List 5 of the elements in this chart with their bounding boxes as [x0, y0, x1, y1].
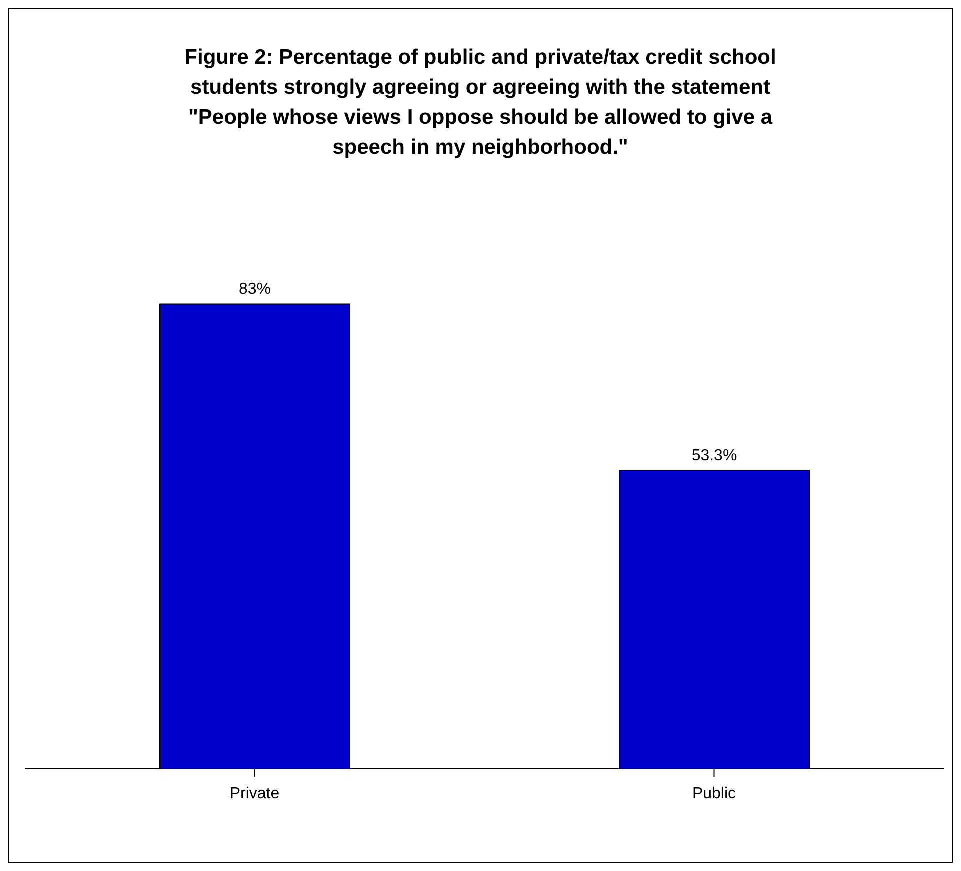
x-tick-label: Private — [230, 785, 280, 802]
x-tick-label: Public — [692, 785, 736, 802]
chart-title: Figure 2: Percentage of public and private/tax credit school students strongly agreeing or agreeing with the statement "People whose views I oppose should be allowed to give a speech in my neighborhood." — [184, 45, 778, 161]
data-label: 83% — [238, 281, 272, 298]
data-label: 53.3% — [692, 448, 738, 465]
